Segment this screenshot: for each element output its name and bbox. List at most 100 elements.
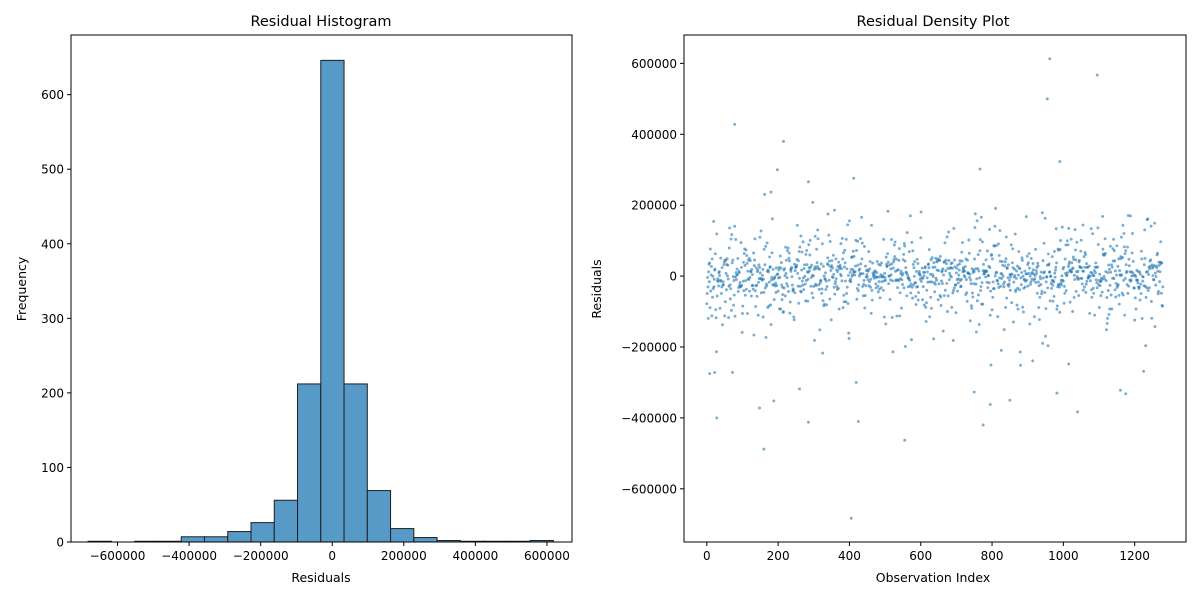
scatter-point <box>1038 318 1041 321</box>
0-y-tick-label: 600 <box>41 88 64 102</box>
scatter-point <box>1040 292 1044 296</box>
scatter-point <box>1106 271 1110 275</box>
scatter-point <box>1115 273 1118 277</box>
scatter-point <box>820 242 824 246</box>
scatter-point <box>941 267 945 271</box>
scatter-point <box>827 233 831 237</box>
scatter-point <box>1099 294 1103 298</box>
scatter-point <box>729 287 733 291</box>
scatter-point <box>776 272 780 276</box>
scatter-point <box>806 277 810 281</box>
scatter-point <box>993 274 997 278</box>
scatter-point <box>998 229 1002 232</box>
scatter-point <box>995 270 999 274</box>
scatter-point <box>1016 273 1020 277</box>
scatter-point <box>1010 261 1014 265</box>
scatter-point <box>1038 295 1042 299</box>
scatter-point <box>891 266 895 270</box>
scatter-point <box>954 311 958 315</box>
scatter-point <box>947 278 951 282</box>
scatter-point <box>1087 264 1091 268</box>
scatter-point <box>897 258 901 262</box>
scatter-point <box>1077 258 1081 262</box>
scatter-point <box>1084 290 1088 294</box>
scatter-point <box>903 259 907 263</box>
scatter-point <box>926 270 929 274</box>
scatter-point <box>957 268 961 272</box>
scatter-point <box>1114 281 1118 285</box>
scatter-point <box>1069 237 1073 241</box>
scatter-point <box>819 262 823 266</box>
scatter-point <box>876 290 880 294</box>
scatter-point <box>938 258 942 262</box>
scatter-point <box>1128 214 1132 218</box>
scatter-point <box>1149 300 1153 303</box>
scatter-point <box>1044 280 1048 284</box>
scatter-point <box>892 243 896 247</box>
scatter-point <box>933 265 937 269</box>
scatter-point <box>1093 313 1097 317</box>
scatter-point <box>729 308 733 312</box>
scatter-point <box>736 256 740 260</box>
1-y-tick-label: −200000 <box>621 341 677 355</box>
scatter-point <box>1091 232 1095 236</box>
scatter-point <box>754 266 758 270</box>
scatter-point <box>741 279 745 283</box>
scatter-point <box>994 206 998 210</box>
scatter-point <box>975 219 979 223</box>
scatter-point <box>763 263 767 267</box>
scatter-point <box>1031 359 1035 363</box>
scatter-point <box>977 269 981 273</box>
scatter-point <box>1127 257 1131 261</box>
scatter-point <box>841 257 845 261</box>
scatter-point <box>970 291 974 295</box>
scatter-point <box>1013 232 1017 236</box>
scatter-point <box>775 283 779 287</box>
scatter-point <box>1040 211 1044 215</box>
scatter-point <box>1028 322 1032 326</box>
scatter-point <box>1120 235 1123 239</box>
scatter-point <box>847 331 851 335</box>
scatter-point <box>883 276 887 279</box>
scatter-point <box>1072 273 1076 277</box>
scatter-point <box>1046 286 1050 290</box>
scatter-point <box>1077 294 1081 297</box>
scatter-point <box>841 306 845 310</box>
scatter-point <box>1110 263 1113 267</box>
scatter-point <box>726 277 730 281</box>
scatter-point <box>708 261 712 265</box>
scatter-point <box>722 263 726 267</box>
scatter-point <box>738 281 742 284</box>
scatter-point <box>851 249 855 253</box>
scatter-point <box>762 247 766 251</box>
scatter-point <box>1035 271 1039 275</box>
scatter-point <box>785 282 789 285</box>
scatter-point <box>933 290 937 294</box>
scatter-point <box>1019 363 1023 367</box>
scatter-point <box>797 301 801 305</box>
scatter-point <box>1043 216 1047 220</box>
scatter-point <box>1019 276 1023 280</box>
scatter-point <box>732 303 736 307</box>
scatter-point <box>946 294 950 298</box>
scatter-point <box>745 261 749 265</box>
scatter-point <box>836 287 840 290</box>
scatter-point <box>831 253 835 257</box>
scatter-point <box>968 319 972 323</box>
scatter-point <box>1006 263 1010 267</box>
scatter-point <box>877 280 881 284</box>
scatter-point <box>759 229 763 233</box>
scatter-point <box>1147 286 1151 290</box>
scatter-point <box>1153 221 1157 225</box>
scatter-point <box>1026 284 1030 288</box>
histogram-axes: −600000 −400000 −200000 0 200000 400000 600000… <box>41 34 573 563</box>
scatter-point <box>944 258 948 262</box>
scatter-point <box>768 265 772 269</box>
scatter-point <box>977 322 981 326</box>
scatter-point <box>872 273 876 276</box>
scatter-point <box>1036 261 1040 265</box>
scatter-point <box>1011 320 1015 324</box>
1-axes-frame <box>683 34 1187 543</box>
scatter-point <box>1109 270 1113 274</box>
scatter-point <box>991 295 995 299</box>
